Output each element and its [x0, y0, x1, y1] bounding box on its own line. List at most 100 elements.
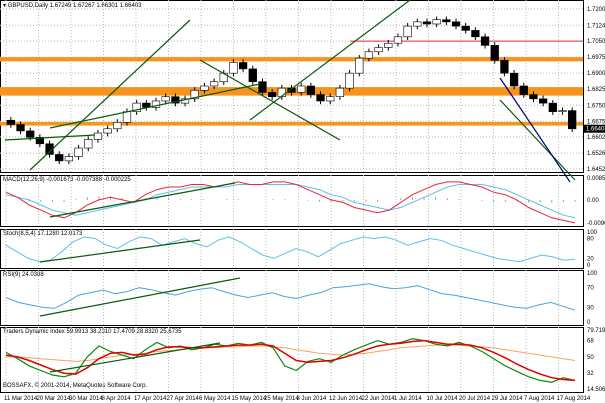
tdi-axis-label: 79.7195 [587, 328, 605, 334]
x-tick-label: 6 May 2014 [199, 396, 231, 402]
candle [355, 57, 364, 74]
rsi-label: RSI(9) 24.0388 [3, 272, 44, 278]
price-axis-label: 1.70500 [587, 39, 605, 45]
candle [471, 30, 480, 38]
candle [258, 81, 267, 93]
x-tick-label: 10 Jul 2014 [427, 396, 459, 402]
price-axis-label: 1.65260 [587, 151, 605, 157]
price-axis-label: 1.69750 [587, 55, 605, 61]
stoch-trend-line [39, 239, 201, 263]
macd-signal-line [5, 184, 576, 219]
panel-frame-3 [0, 270, 584, 326]
candle [268, 92, 277, 98]
candle [538, 98, 548, 104]
price-axis-label: 1.71240 [587, 23, 605, 29]
x-tick-label: 20 Mar 2014 [37, 396, 71, 402]
candle [500, 60, 509, 74]
candle [568, 110, 577, 130]
candle [248, 68, 257, 83]
trend-line [4, 134, 96, 141]
candle [451, 21, 461, 27]
rsi-axis-label: 30 [587, 305, 594, 311]
ohlc-readout: 1.67249 1.67267 1.66301 1.66403 [49, 3, 142, 9]
candle [509, 72, 519, 87]
price-axis-label: 1.64520 [587, 167, 605, 173]
price-axis-label: 1.66750 [587, 119, 605, 125]
x-tick-label: 27 Apr 2014 [167, 396, 200, 402]
candle [171, 96, 180, 104]
x-tick-label: 8 Apr 2014 [102, 396, 132, 402]
trend-line [249, 0, 411, 121]
tdi-trend-line [49, 342, 221, 373]
price-axis-label: 1.72000 [587, 7, 605, 13]
stoch-axis-label: 100 [587, 230, 598, 236]
macd-axis-label: -0.009022 [587, 221, 605, 227]
tdi-label: Traders Dynamic Index 59.9913 38.2310 17… [3, 329, 182, 335]
chart-title: ▾ GBPUSD,Daily 1.67249 1.67267 1.66301 1… [3, 3, 142, 9]
tdi-signal-line [5, 339, 576, 382]
panel-frame-2 [0, 229, 584, 269]
tdi-axis-label: 14.5067 [587, 387, 605, 393]
candle [364, 51, 374, 59]
candle [548, 102, 557, 112]
candle [190, 89, 199, 100]
candle [6, 119, 15, 125]
macd-axis-label: 0.00 [587, 198, 599, 204]
candle [84, 139, 93, 149]
candle [461, 25, 470, 31]
trend-line [199, 59, 341, 141]
candle [345, 72, 354, 89]
panel-frame-0 [0, 0, 584, 173]
candle [316, 94, 325, 102]
x-tick-label: 17 Aug 2014 [557, 396, 591, 402]
candle [297, 85, 306, 93]
candle [26, 130, 35, 138]
price-axis-label: 1.68250 [587, 87, 605, 93]
x-tick-label: 11 Mar 2014 [4, 396, 38, 402]
price-axis-label: 1.67500 [587, 103, 605, 109]
candle [132, 102, 141, 112]
support-resistance-zone [0, 57, 583, 62]
stoch-axis-label: 20 [587, 256, 594, 262]
x-tick-label: 20 Jul 2014 [459, 396, 491, 402]
candle [122, 111, 132, 123]
trend-line [49, 83, 261, 129]
x-tick-label: 1 Jul 2014 [394, 396, 422, 402]
candle [209, 81, 219, 87]
x-tick-label: 30 Mar 2014 [69, 396, 103, 402]
candle [45, 143, 54, 155]
rsi-axis-label: 70 [587, 286, 594, 292]
macd-trend-line [49, 182, 236, 218]
price-axis-label: 1.66020 [587, 135, 605, 141]
candle [442, 19, 451, 23]
x-tick-label: 7 Aug 2014 [524, 396, 555, 402]
x-tick-label: 22 Jun 2014 [362, 396, 396, 402]
panel-frame-1 [0, 175, 584, 227]
candle [403, 25, 412, 38]
candle [558, 110, 567, 112]
x-tick-label: 12 Jun 2014 [329, 396, 363, 402]
x-tick-label: 17 Apr 2014 [134, 396, 167, 402]
current-price-label: 1.66403 [586, 127, 605, 133]
tdi-axis-label: 32 [587, 371, 594, 377]
trend-line [29, 19, 191, 171]
symbol-title: GBPUSD,Daily [7, 3, 49, 9]
candle [103, 128, 112, 134]
candle [335, 87, 345, 98]
candle [55, 154, 64, 162]
price-axis-label: 1.69000 [587, 71, 605, 77]
stoch-axis-label: 0 [587, 263, 591, 269]
tdi-axis-label: 50 [587, 355, 594, 361]
candle [35, 137, 45, 145]
candle [200, 85, 209, 91]
candle [432, 19, 441, 25]
rsi-axis-label: 100 [587, 271, 598, 277]
candle [374, 47, 383, 53]
panel-frame-4 [0, 327, 584, 393]
candle [93, 132, 103, 140]
tdi-price-line [5, 338, 576, 383]
candle [326, 96, 335, 102]
candle [306, 85, 315, 95]
